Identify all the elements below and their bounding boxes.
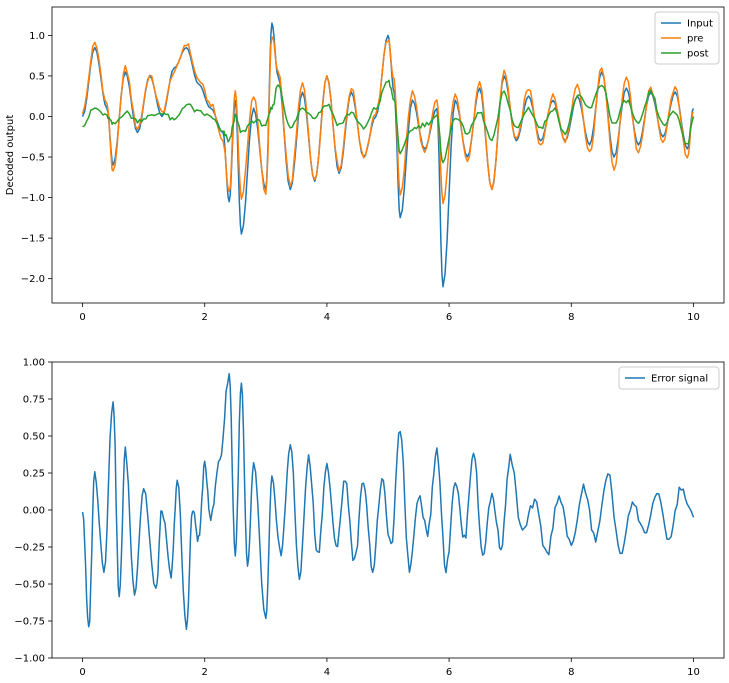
y-tick-label: −2.0 [21,274,45,285]
legend: Input pre post [654,11,720,65]
y-tick-label: −0.5 [21,153,45,164]
y-axis-label: Decoded output [5,115,16,196]
legend-box [654,11,720,65]
x-tick-label: 4 [324,312,330,323]
y-tick-label: −0.75 [14,617,45,628]
y-tick-label: 0.0 [29,112,45,123]
series-line-post [82,79,695,164]
y-tick-label: 1.00 [23,358,45,369]
axes-frame [51,6,725,304]
legend-box [618,366,720,390]
y-tick-label: 0.5 [29,71,45,82]
legend: Error signal [618,366,720,390]
y-tick-label: 0.75 [23,395,45,406]
x-tick-label: 10 [687,312,700,323]
x-tick-label: 2 [202,667,208,678]
y-tick-label: −0.50 [14,580,45,591]
y-tick-label: 0.00 [23,506,45,517]
x-tick-label: 0 [79,667,85,678]
legend-label: Error signal [651,374,708,385]
legend-label: post [687,49,709,60]
y-tick-label: 0.50 [23,432,45,443]
y-tick-label: −0.25 [14,543,45,554]
legend-label: pre [687,34,703,45]
chart-panel-1: 0 2 4 6 8 10 1.0 0.5 0.0 −0.5 −1.0 −1.5 −2.0 Decoded … [5,6,725,323]
y-tick-label: 0.25 [23,469,45,480]
x-tick-label: 8 [568,667,574,678]
x-tick-label: 10 [687,667,700,678]
x-tick-label: 6 [446,312,452,323]
chart-panel-2: 0 2 4 6 8 10 1.00 0.75 0.50 0.25 0.00 −0.25 −0.50 −0.… [14,358,725,678]
y-tick-label: −1.00 [14,654,45,665]
y-tick-label: −1.5 [21,234,45,245]
x-tick-label: 8 [568,312,574,323]
series-line-pre [81,36,694,205]
x-tick-label: 4 [324,667,330,678]
x-tick-label: 2 [202,312,208,323]
x-tick-label: 0 [79,312,85,323]
series-line-error-signal [81,372,695,631]
legend-label: Input [687,19,713,30]
y-tick-label: −1.0 [21,193,45,204]
x-tick-label: 6 [446,667,452,678]
y-tick-label: 1.0 [29,31,45,42]
